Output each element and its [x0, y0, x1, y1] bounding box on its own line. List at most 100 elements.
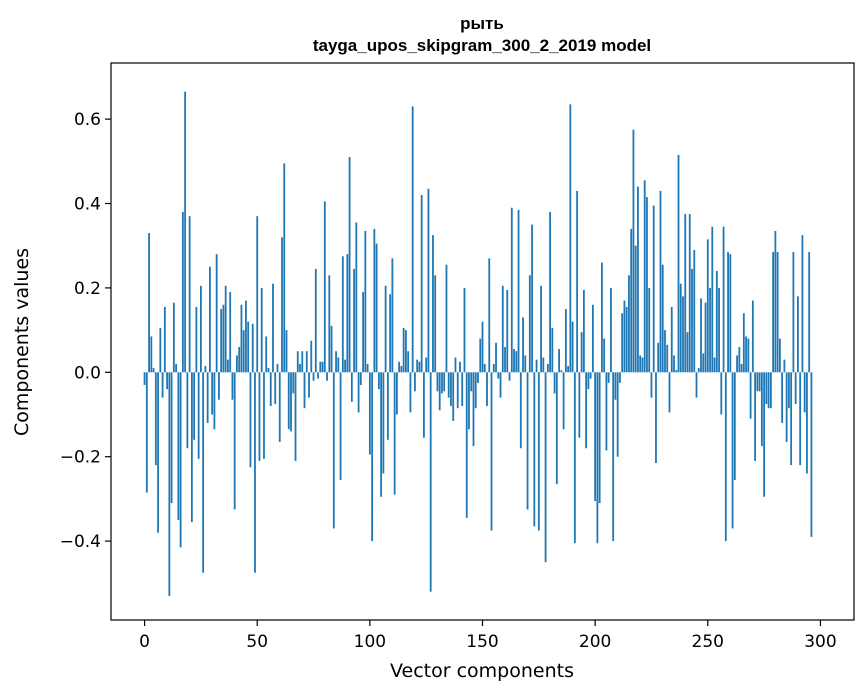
bar-136: [450, 372, 452, 407]
bar-124: [423, 372, 425, 438]
bar-31: [213, 372, 216, 430]
bar-0: [143, 372, 146, 385]
y-tick-label: 0.6: [74, 110, 101, 130]
bar-235: [673, 355, 675, 373]
bar-18: [184, 91, 187, 373]
x-axis-label: Vector components: [390, 660, 574, 682]
bar-247: [700, 298, 702, 373]
bar-105: [380, 372, 383, 497]
bar-184: [558, 349, 560, 373]
bar-101: [371, 372, 374, 542]
bar-39: [231, 372, 234, 400]
bar-172: [531, 224, 533, 373]
bar-59: [276, 363, 279, 373]
y-tick-label: −0.2: [60, 448, 101, 468]
bar-271: [754, 372, 756, 461]
bar-250: [706, 239, 709, 373]
bar-32: [215, 254, 218, 373]
bar-94: [355, 222, 358, 373]
bar-5: [154, 372, 157, 466]
bar-117: [407, 351, 410, 373]
bar-155: [492, 363, 495, 373]
bar-263: [736, 355, 738, 373]
bar-218: [634, 245, 637, 373]
bar-110: [391, 258, 394, 373]
bar-81: [326, 372, 328, 381]
bar-198: [589, 372, 592, 379]
bar-68: [296, 351, 299, 373]
bar-229: [659, 190, 662, 373]
bar-119: [411, 106, 414, 373]
bar-64: [287, 372, 290, 430]
bar-296: [810, 372, 813, 537]
bar-168: [522, 317, 524, 373]
bar-134: [445, 264, 448, 373]
bar-137: [452, 372, 455, 421]
bar-295: [808, 252, 811, 373]
bar-15: [177, 372, 180, 520]
bar-122: [418, 361, 421, 373]
bar-37: [227, 359, 229, 373]
bar-191: [573, 372, 576, 544]
bar-152: [486, 372, 488, 407]
bar-38: [229, 292, 232, 373]
bar-192: [576, 190, 579, 373]
bar-224: [648, 287, 651, 373]
bar-179: [546, 363, 549, 373]
bar-207: [610, 287, 612, 373]
bar-249: [704, 302, 707, 373]
bar-253: [713, 357, 716, 373]
bar-199: [591, 304, 594, 373]
bar-83: [330, 325, 333, 373]
bar-142: [463, 287, 466, 373]
bar-175: [537, 372, 540, 531]
bar-141: [461, 372, 464, 407]
bar-24: [197, 372, 200, 459]
bar-130: [436, 372, 439, 392]
bar-181: [551, 328, 554, 373]
bar-51: [258, 372, 261, 461]
bar-205: [605, 372, 608, 451]
bar-102: [373, 228, 376, 373]
bar-244: [693, 249, 696, 373]
bar-164: [513, 349, 515, 373]
y-tick-label: 0.0: [74, 363, 101, 383]
bar-290: [797, 296, 799, 373]
bar-104: [377, 372, 380, 390]
bar-30: [211, 372, 214, 415]
bar-45: [245, 300, 247, 373]
bar-89: [344, 359, 346, 373]
bar-275: [763, 372, 766, 497]
bar-118: [409, 372, 412, 413]
bar-242: [688, 214, 691, 373]
bar-227: [655, 372, 657, 464]
bar-256: [720, 372, 723, 415]
bar-245: [695, 372, 698, 398]
bars-group: [143, 91, 813, 596]
bar-133: [443, 372, 446, 392]
bar-2: [148, 233, 150, 373]
bar-174: [535, 359, 538, 373]
bar-214: [625, 306, 628, 373]
bar-17: [181, 211, 184, 373]
bar-293: [803, 372, 806, 413]
bar-34: [220, 309, 223, 373]
bar-109: [389, 294, 392, 373]
bar-21: [190, 372, 193, 523]
bar-22: [193, 372, 196, 440]
bar-108: [386, 372, 389, 440]
bar-255: [718, 287, 720, 373]
bar-98: [364, 230, 367, 373]
bar-10: [166, 372, 168, 390]
bar-267: [745, 336, 747, 373]
bar-146: [472, 372, 475, 447]
bar-171: [528, 275, 531, 373]
bar-74: [310, 340, 313, 373]
bar-48: [251, 323, 254, 373]
bar-53: [263, 372, 265, 459]
bar-231: [664, 330, 666, 373]
bar-284: [783, 359, 786, 373]
bar-259: [727, 252, 729, 373]
bar-208: [612, 372, 615, 542]
